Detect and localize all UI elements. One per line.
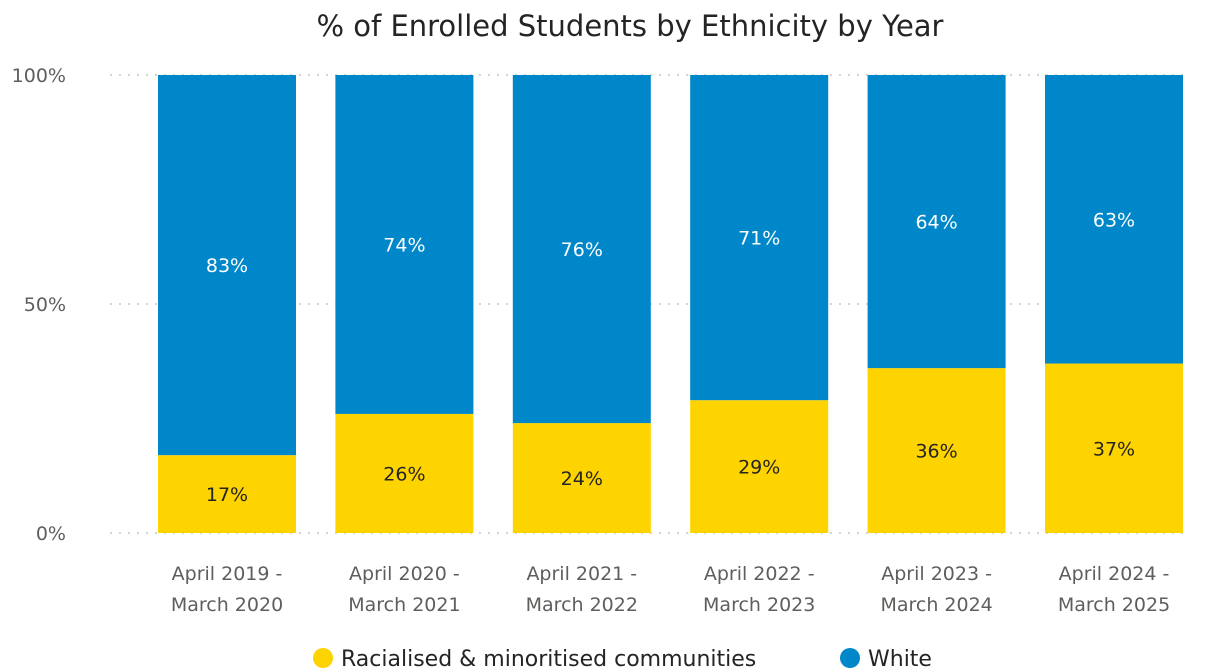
bar-segment-white (335, 75, 474, 414)
x-category-label: March 2025 (1058, 594, 1170, 616)
legend-marker (313, 648, 333, 668)
legend-marker (840, 648, 860, 668)
x-category-label: April 2021 - (526, 563, 637, 585)
x-category-label: April 2019 - (172, 563, 283, 585)
data-labels: 17% 83% 26% 74% 24% 76% 29% 71% 36% 64% 37% 63% (206, 209, 1135, 506)
bar-segment-white (690, 75, 829, 401)
bar-segment-racialised (1045, 363, 1183, 533)
chart-title: % of Enrolled Students by Ethnicity by Y… (317, 9, 944, 43)
data-label: 64% (915, 212, 957, 234)
x-category-label: March 2024 (880, 594, 992, 616)
x-axis-categories: April 2019 - March 2020 April 2020 - March … (171, 563, 1170, 616)
data-label: 29% (738, 457, 780, 479)
bar-segment-white (512, 75, 651, 424)
bar-segment-racialised (335, 413, 474, 533)
y-tick-label: 0% (36, 523, 66, 545)
bar-segment-white (1045, 75, 1183, 364)
bars (158, 75, 1183, 533)
bar-segment-racialised (690, 400, 829, 533)
x-category-label: April 2024 - (1059, 563, 1170, 585)
x-category-label: April 2023 - (881, 563, 992, 585)
y-tick-label: 100% (12, 65, 66, 87)
data-label: 63% (1093, 209, 1135, 231)
y-tick-label: 50% (24, 294, 66, 316)
legend-label: White (868, 647, 932, 671)
bar-segment-racialised (867, 368, 1006, 533)
data-label: 83% (206, 255, 248, 277)
bar-segment-white (158, 75, 296, 456)
x-category-label: March 2020 (171, 594, 283, 616)
data-label: 74% (383, 234, 425, 256)
data-label: 26% (383, 463, 425, 485)
data-label: 17% (206, 484, 248, 506)
legend-label: Racialised & minoritised communities (341, 647, 756, 671)
bar-segment-racialised (512, 423, 651, 533)
data-label: 24% (561, 468, 603, 490)
x-category-label: April 2020 - (349, 563, 460, 585)
y-axis-ticks: 0% 50% 100% (12, 65, 66, 545)
bar-segment-white (867, 75, 1006, 369)
data-label: 76% (561, 239, 603, 261)
data-label: 37% (1093, 438, 1135, 460)
x-category-label: April 2022 - (704, 563, 815, 585)
x-category-label: March 2022 (526, 594, 638, 616)
bar-segment-racialised (158, 455, 296, 533)
legend: Racialised & minoritised communities Whit… (313, 647, 932, 671)
data-label: 36% (915, 441, 957, 463)
x-category-label: March 2021 (348, 594, 460, 616)
x-category-label: March 2023 (703, 594, 815, 616)
data-label: 71% (738, 228, 780, 250)
